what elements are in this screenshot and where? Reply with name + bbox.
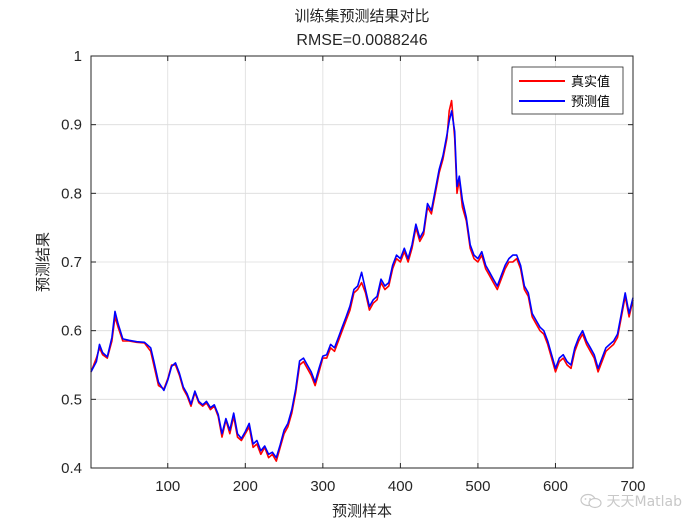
y-tick-label: 0.8 [61,185,82,202]
chart-subtitle: RMSE=0.0088246 [296,32,427,49]
legend-label-pred: 预测值 [571,94,610,110]
y-tick-label: 0.5 [61,391,82,408]
x-tick-label: 500 [465,478,490,495]
y-tick-label: 0.6 [61,323,82,340]
x-tick-label: 200 [233,478,258,495]
legend: 真实值 预测值 [511,66,624,115]
chart-title: 训练集预测结果对比 [294,7,429,25]
wechat-icon [580,493,603,509]
series-layer [90,99,634,462]
series-pred-line [90,110,634,459]
x-tick-label: 100 [155,478,180,495]
tick-labels: 100 200 300 400 500 600 700 0.4 0.5 0.6 0.7 0.8 0.9 1 [61,48,645,495]
legend-box [511,66,624,115]
y-tick-label: 0.4 [61,460,82,477]
ticks [91,55,634,469]
x-tick-label: 600 [543,478,568,495]
watermark: 天天Matlab [580,491,682,511]
legend-label-true: 真实值 [571,74,610,90]
y-tick-label: 1 [74,48,82,65]
y-tick-label: 0.9 [61,117,82,134]
x-tick-label: 300 [310,478,335,495]
y-tick-label: 0.7 [61,254,82,271]
x-axis-label: 预测样本 [332,502,392,520]
watermark-text: 天天Matlab [606,494,682,510]
x-tick-label: 400 [388,478,413,495]
x-tick-label: 700 [620,478,645,495]
y-axis-label: 预测结果 [34,232,52,292]
